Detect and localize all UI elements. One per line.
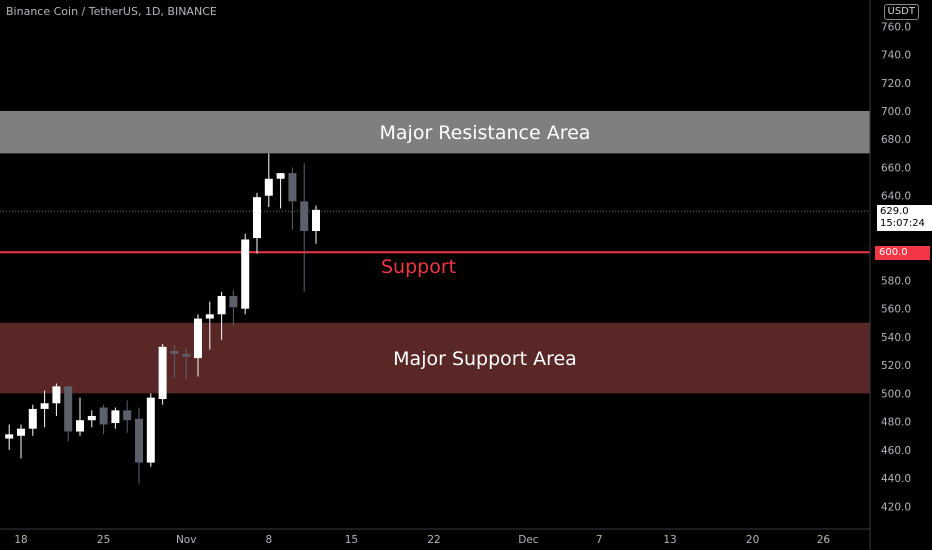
candle-body bbox=[76, 420, 84, 432]
y-tick-label: 660.0 bbox=[881, 162, 911, 174]
x-tick-label: 8 bbox=[265, 534, 272, 546]
currency-badge[interactable]: USDT bbox=[883, 4, 919, 20]
y-tick-label: 640.0 bbox=[881, 191, 911, 203]
candle-body bbox=[40, 403, 49, 409]
candle-body bbox=[276, 173, 285, 179]
candle-body bbox=[17, 428, 25, 436]
zone-label: Major Support Area bbox=[393, 348, 577, 370]
x-tick-label: 18 bbox=[14, 534, 27, 546]
y-tick-label: 560.0 bbox=[881, 304, 911, 316]
support-price-badge: 600.0 bbox=[875, 246, 930, 260]
y-tick-label: 680.0 bbox=[881, 134, 911, 146]
x-tick-label: Nov bbox=[176, 534, 197, 546]
y-tick-label: 720.0 bbox=[881, 78, 911, 90]
zone-support bbox=[0, 322, 870, 394]
candle bbox=[312, 205, 320, 244]
candle bbox=[146, 393, 155, 467]
y-tick-label: 500.0 bbox=[881, 388, 911, 400]
candle bbox=[276, 173, 285, 209]
candle bbox=[253, 192, 261, 254]
candle bbox=[17, 424, 25, 459]
candle bbox=[229, 290, 238, 326]
candle-body bbox=[158, 346, 167, 400]
candle-body bbox=[146, 397, 155, 463]
price-axis-bg bbox=[870, 0, 932, 550]
candle bbox=[123, 400, 132, 433]
y-tick-label: 440.0 bbox=[881, 473, 911, 485]
candle-body bbox=[288, 173, 297, 202]
candle-body bbox=[111, 410, 120, 424]
candle-body bbox=[170, 351, 179, 354]
y-tick-label: 740.0 bbox=[881, 50, 911, 62]
y-tick-label: 460.0 bbox=[881, 445, 911, 457]
x-tick-label: 13 bbox=[663, 534, 676, 546]
candle-body bbox=[253, 197, 261, 239]
candle bbox=[87, 410, 96, 428]
candle bbox=[28, 404, 37, 436]
x-tick-label: 26 bbox=[817, 534, 831, 546]
candle-body bbox=[87, 415, 96, 421]
zone-label: Major Resistance Area bbox=[380, 122, 591, 144]
candle bbox=[40, 390, 49, 428]
candle-body bbox=[5, 434, 14, 439]
y-tick-label: 700.0 bbox=[881, 106, 911, 118]
levels-layer: Support bbox=[0, 210, 932, 278]
candle bbox=[217, 291, 226, 340]
candle bbox=[135, 407, 143, 484]
y-tick-label: 480.0 bbox=[881, 417, 911, 429]
candle-body bbox=[312, 209, 320, 232]
candle bbox=[99, 404, 108, 435]
candle bbox=[170, 345, 179, 378]
candle bbox=[288, 167, 297, 230]
candle bbox=[182, 348, 191, 380]
candle bbox=[52, 383, 61, 416]
candle-body bbox=[99, 407, 108, 425]
zones-layer: Major Resistance Area Major Support Area bbox=[0, 111, 870, 394]
x-tick-label: 20 bbox=[746, 534, 759, 546]
candle-body bbox=[194, 318, 202, 359]
candle-body bbox=[241, 239, 250, 309]
candle bbox=[5, 424, 14, 450]
current-price-badge: 629.0 15:07:24 bbox=[877, 205, 932, 231]
support-label: Support bbox=[381, 256, 456, 278]
candle-body bbox=[182, 353, 191, 357]
candle bbox=[264, 153, 273, 208]
y-tick-label: 420.0 bbox=[881, 501, 911, 513]
candle-body bbox=[217, 295, 226, 315]
candle-body bbox=[52, 386, 61, 404]
candle bbox=[194, 314, 202, 377]
current-price-label: 629.0 bbox=[880, 206, 909, 217]
y-tick-label: 760.0 bbox=[881, 21, 911, 33]
candle bbox=[76, 397, 84, 436]
y-tick-label: 540.0 bbox=[881, 332, 911, 344]
countdown-label: 15:07:24 bbox=[880, 218, 925, 229]
chart-title: Binance Coin / TetherUS, 1D, BINANCE bbox=[6, 5, 217, 18]
candle bbox=[111, 407, 120, 429]
x-tick-label: Dec bbox=[518, 534, 539, 546]
zone-resistance bbox=[0, 111, 870, 154]
x-tick-label: 25 bbox=[97, 534, 110, 546]
candle-body bbox=[123, 410, 132, 421]
x-tick-label: 22 bbox=[427, 534, 440, 546]
candle-body bbox=[64, 386, 73, 432]
candle-body bbox=[205, 314, 214, 319]
time-axis[interactable]: 18 25 Nov 8 15 22 Dec 7 13 20 26 bbox=[0, 528, 870, 546]
price-axis[interactable]: 420.0 440.0 460.0 480.0 500.0 520.0 540.0 560.0… bbox=[869, 0, 932, 550]
candle-body bbox=[229, 295, 238, 308]
candles-layer bbox=[5, 153, 320, 484]
candle bbox=[241, 233, 250, 315]
y-tick-label: 580.0 bbox=[881, 275, 911, 287]
candle bbox=[158, 343, 167, 405]
y-tick-label: 520.0 bbox=[881, 360, 911, 372]
candle-body bbox=[135, 418, 143, 463]
candle-body bbox=[264, 178, 273, 196]
x-tick-label: 15 bbox=[345, 534, 358, 546]
candle bbox=[300, 163, 309, 292]
candle-body bbox=[28, 408, 37, 429]
x-tick-label: 7 bbox=[596, 534, 603, 546]
candle bbox=[64, 386, 73, 442]
candle-body bbox=[300, 201, 309, 232]
candle bbox=[205, 301, 214, 350]
